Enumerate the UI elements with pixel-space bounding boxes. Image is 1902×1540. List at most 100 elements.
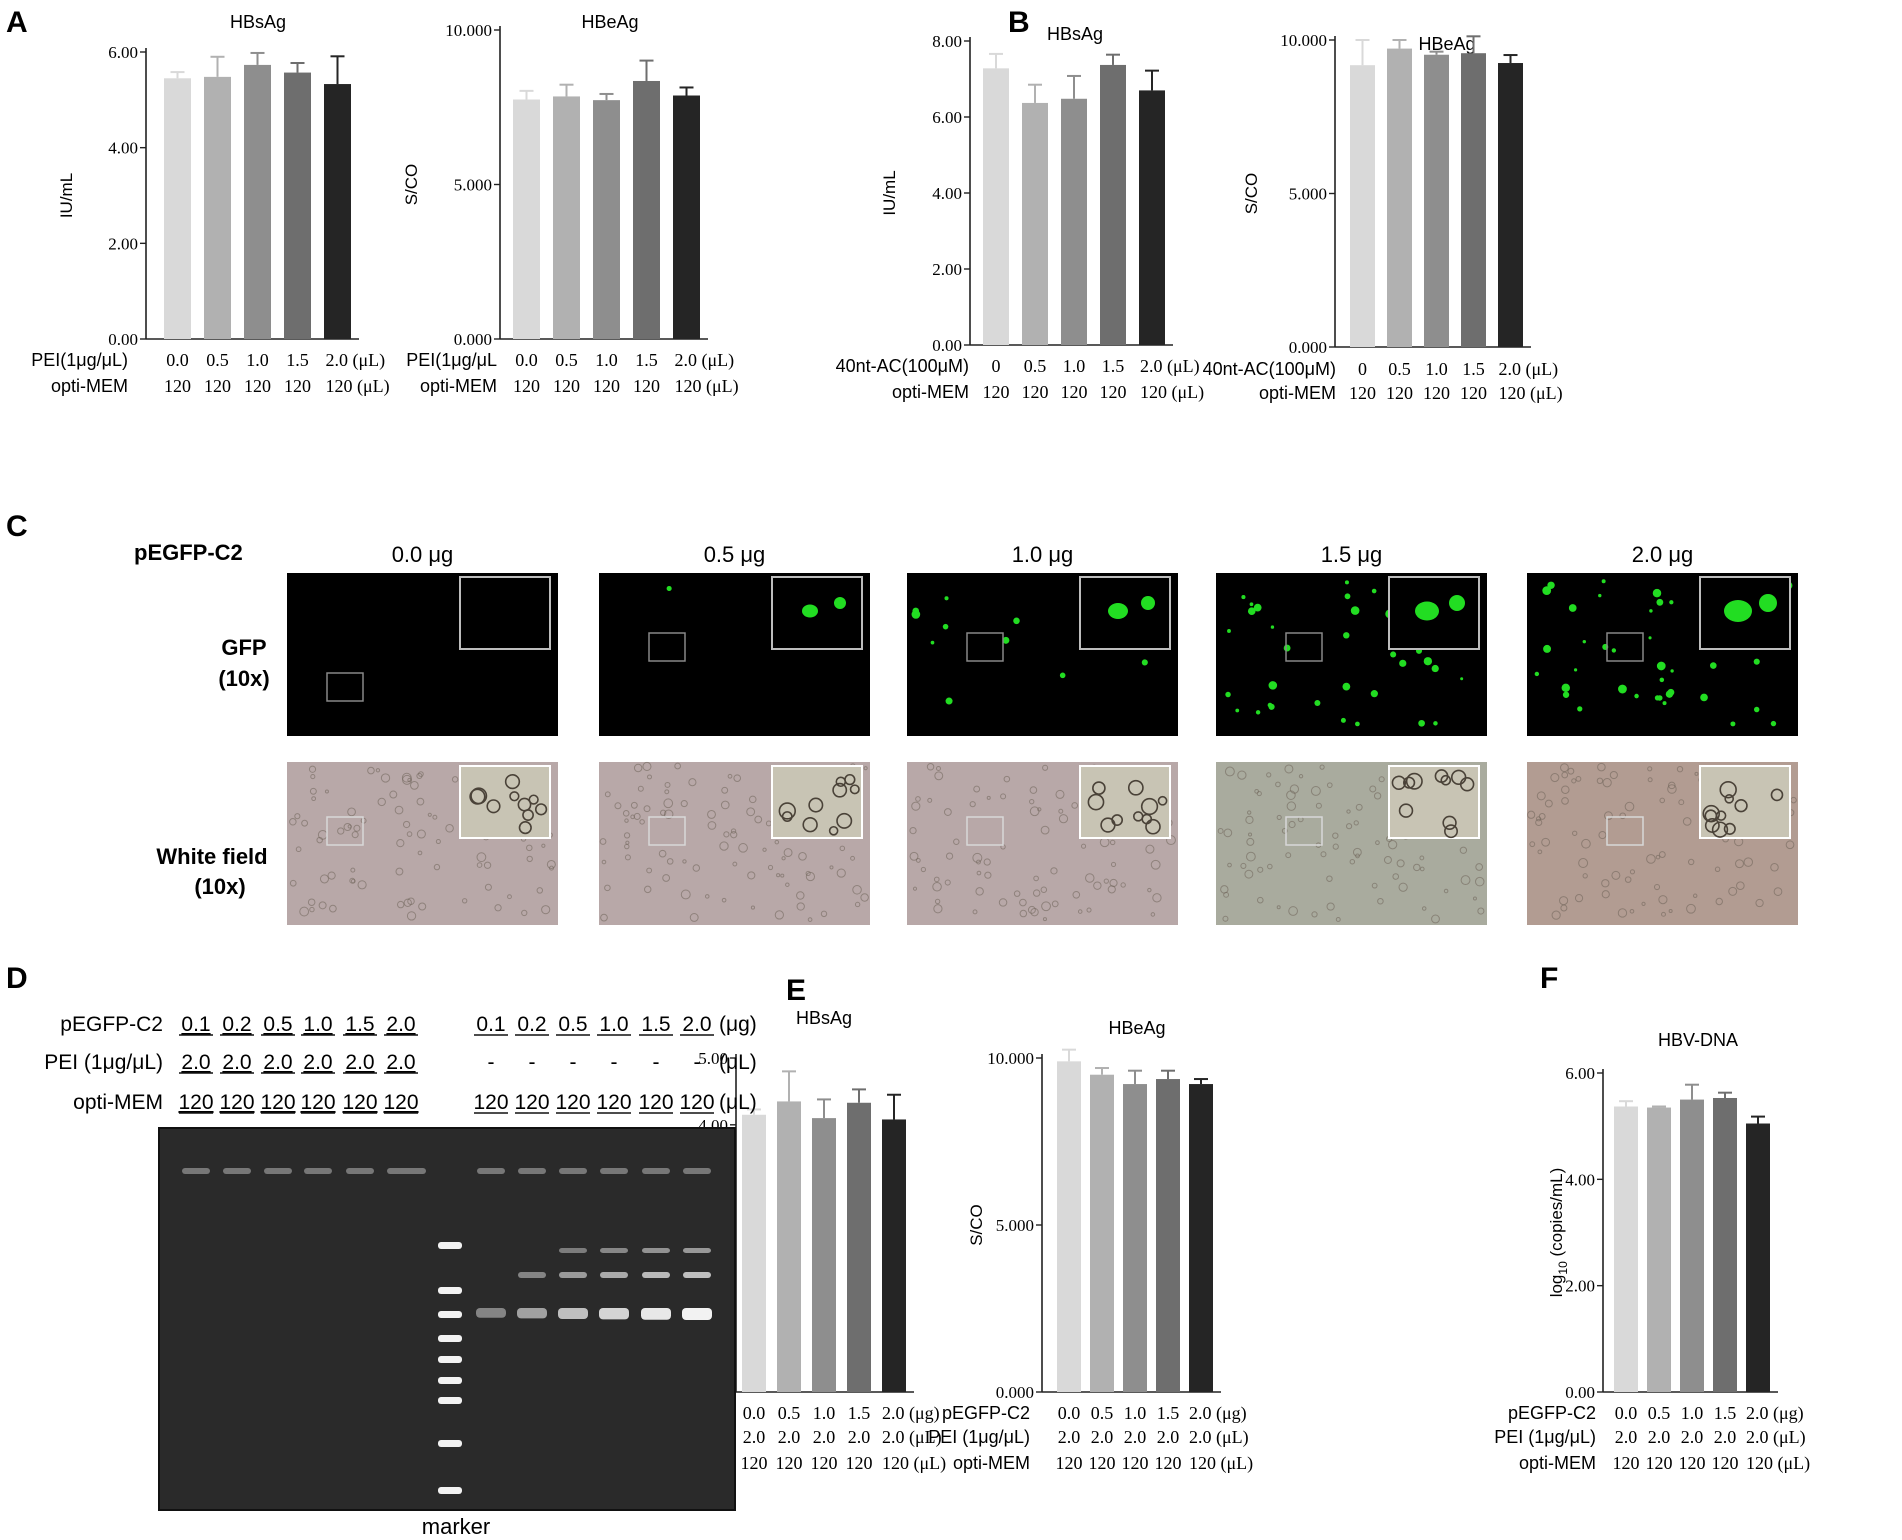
condition-value: 2.0	[813, 1427, 836, 1447]
brightfield-cell	[1050, 867, 1058, 875]
brightfield-cell	[1275, 781, 1281, 788]
bar	[324, 84, 351, 339]
marker-band	[438, 1377, 462, 1384]
chart-title: HBsAg	[230, 12, 286, 32]
brightfield-cell	[406, 831, 413, 837]
brightfield-cell	[1527, 810, 1536, 819]
gfp-cell	[1390, 651, 1397, 658]
gel-lane-value: 120	[260, 1091, 295, 1114]
brightfield-cell	[1736, 881, 1745, 891]
panel-label-c: C	[6, 510, 28, 543]
brightfield-cell	[863, 766, 868, 771]
panel-label-f: F	[1540, 962, 1558, 995]
brightfield-roi-box	[1285, 816, 1323, 846]
brightfield-cell	[1003, 775, 1011, 783]
condition-value: 1.0	[1063, 356, 1086, 376]
gel-row-unit: (μL)	[719, 1091, 757, 1114]
brightfield-cell	[1285, 852, 1292, 859]
brightfield-cell	[1419, 855, 1425, 861]
brightfield-cell	[666, 858, 674, 865]
brightfield-cell	[1641, 901, 1646, 906]
brightfield-cell	[347, 824, 352, 829]
brightfield-cell	[380, 773, 391, 783]
condition-value: 120	[1022, 382, 1049, 402]
condition-value: 1.5	[286, 350, 309, 370]
brightfield-cell	[774, 839, 780, 845]
brightfield-cell	[1085, 873, 1095, 883]
chart-f-hbv-dna: HBV-DNA log10 (copies/mL) 0.00 2.00 4.00 6.00…	[1494, 1030, 1810, 1474]
brightfield-cell	[1377, 897, 1384, 905]
gel-lane-value: 2.0	[386, 1013, 415, 1036]
brightfield-inset-cell	[835, 776, 847, 788]
condition-row-label: 40nt-AC(100μM)	[1203, 359, 1336, 379]
brightfield-cell	[476, 862, 483, 868]
gfp-cell	[930, 640, 935, 645]
y-tick-label: 6.00	[1565, 1064, 1595, 1083]
chart-title: HBsAg	[1047, 24, 1103, 44]
chart-title: HBsAg	[796, 1008, 852, 1028]
brightfield-cell	[389, 790, 398, 799]
brightfield-cell	[1373, 792, 1382, 800]
gfp-inset-cell	[1108, 603, 1128, 619]
brightfield-cell	[984, 871, 992, 879]
condition-value: 0.5	[1024, 356, 1047, 376]
brightfield-cell	[674, 762, 681, 770]
brightfield-inset-cell	[1141, 813, 1153, 825]
brightfield-cell	[1080, 843, 1087, 849]
dose-label: 1.5 μg	[1321, 542, 1383, 567]
y-tick-label: 5.000	[1289, 185, 1327, 204]
brightfield-cell	[1617, 908, 1628, 918]
y-tick-label: 6.00	[108, 43, 138, 62]
brightfield-cell	[395, 867, 404, 876]
brightfield-cell	[986, 795, 991, 800]
brightfield-cell	[1032, 889, 1041, 897]
y-tick-label: 10.000	[1280, 31, 1327, 50]
gfp-cell	[1542, 586, 1552, 595]
brightfield-cell	[720, 800, 730, 810]
brightfield-roi-box	[966, 816, 1004, 846]
brightfield-cell	[433, 863, 441, 871]
gel-row-label: pEGFP-C2	[60, 1013, 163, 1036]
brightfield-cell	[357, 880, 367, 890]
condition-value: 1.0	[1681, 1403, 1704, 1423]
gfp-cell	[1670, 669, 1674, 673]
panel-label-e: E	[786, 974, 806, 1007]
brightfield-cell	[912, 886, 918, 891]
brightfield-cell	[1019, 909, 1028, 918]
brightfield-cell	[776, 873, 781, 878]
brightfield-cell	[1578, 858, 1589, 868]
brightfield-cell	[1326, 875, 1333, 882]
gel-row-label: PEI (1μg/μL)	[44, 1051, 163, 1074]
gfp-cell	[1433, 721, 1438, 726]
brightfield-cell	[1735, 859, 1744, 869]
gfp-cell	[1656, 661, 1666, 671]
brightfield-cell	[476, 852, 487, 863]
condition-row-label: PEI (1μg/μL)	[1494, 1427, 1596, 1447]
gel-well	[398, 1168, 426, 1174]
brightfield-cell	[309, 787, 317, 795]
brightfield-cell	[1538, 812, 1546, 820]
brightfield-cell	[402, 820, 411, 829]
brightfield-inset-cell	[1719, 780, 1737, 799]
brightfield-cell	[935, 765, 941, 771]
panel-label-b: B	[1008, 6, 1030, 39]
gfp-inset-cell	[1724, 600, 1752, 622]
brightfield-cell	[719, 841, 729, 851]
brightfield-cell	[604, 884, 611, 892]
gel-lane-value: -	[611, 1051, 618, 1074]
brightfield-cell	[829, 865, 834, 870]
brightfield-cell	[1383, 856, 1392, 864]
condition-value: 120	[741, 1453, 768, 1473]
gel-lane-value: -	[653, 1051, 660, 1074]
gfp-cell	[1659, 677, 1665, 683]
brightfield-cell	[721, 897, 727, 903]
brightfield-cell	[418, 902, 427, 911]
marker-band	[438, 1242, 462, 1249]
brightfield-inset-cell	[808, 797, 824, 813]
brightfield-cell	[911, 801, 921, 811]
brightfield-inset-cell	[486, 799, 501, 814]
brightfield-cell	[396, 900, 405, 909]
microscopy-panel: pEGFP-C2 GFP (10x) White field (10x) 0.0…	[134, 540, 1798, 925]
condition-value: 120	[553, 376, 580, 396]
gel-band-main	[641, 1308, 671, 1320]
